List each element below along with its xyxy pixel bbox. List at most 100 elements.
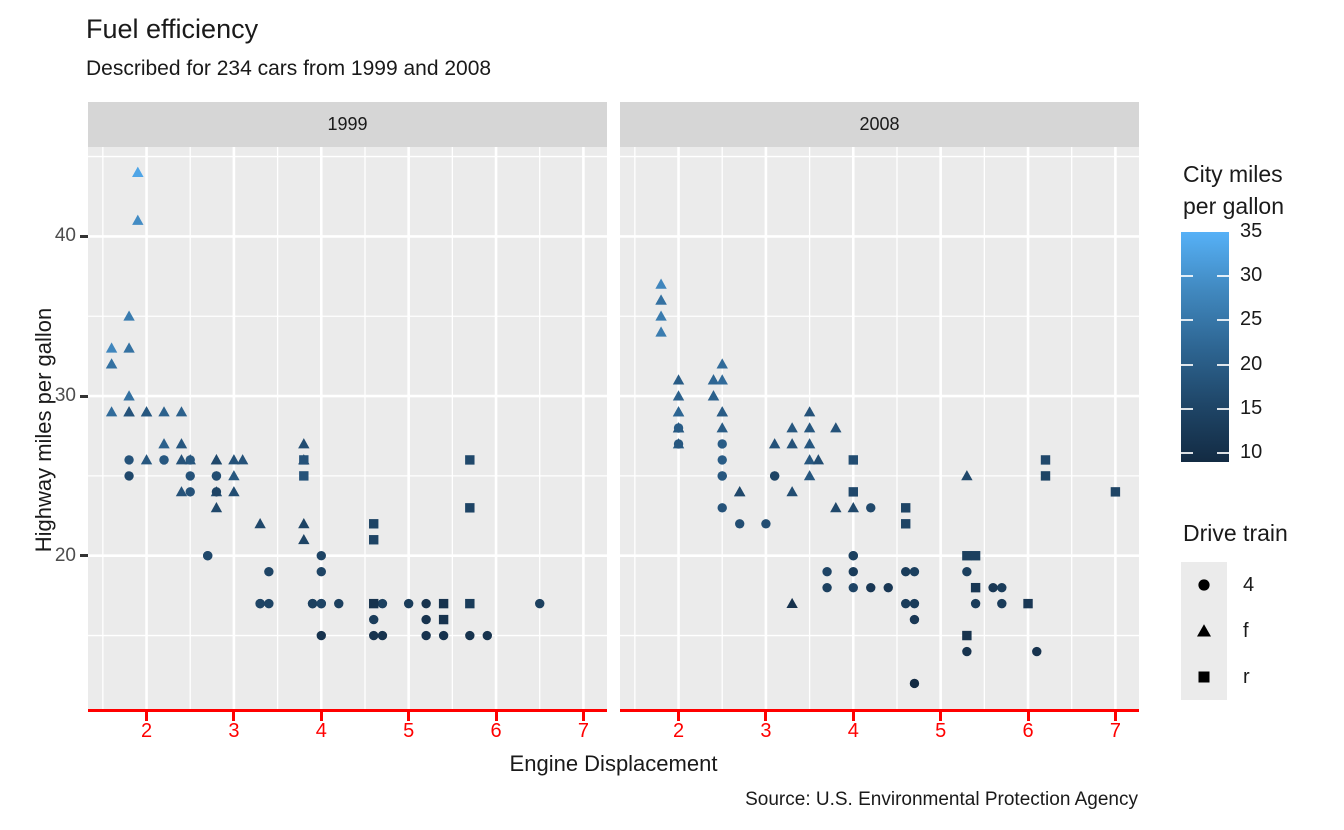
data-point-square (970, 551, 981, 561)
data-point-triangle (123, 310, 135, 321)
data-point-triangle (734, 486, 746, 497)
panel-background (88, 147, 607, 709)
data-point-triangle (672, 374, 685, 385)
data-point-circle (866, 582, 876, 593)
colorbar-tick-label: 15 (1240, 396, 1263, 419)
data-point-circle (997, 582, 1007, 593)
data-point-triangle (210, 502, 223, 513)
data-point-square (848, 487, 858, 497)
colorbar-tick-mark (1181, 319, 1193, 322)
data-point-circle (124, 455, 134, 465)
data-point-triangle (123, 342, 135, 353)
data-point-triangle (716, 422, 728, 433)
y-tick-label: 20 (54, 544, 76, 566)
data-point-circle (377, 598, 388, 609)
x-axis-line-left (88, 709, 607, 712)
data-point-triangle (175, 406, 188, 417)
data-point-triangle (786, 438, 798, 449)
x-axis-line-right (620, 709, 1139, 712)
data-point-circle (264, 566, 274, 577)
data-point-circle (316, 551, 326, 561)
data-point-circle (535, 598, 545, 609)
data-point-triangle (786, 422, 798, 433)
data-point-triangle (716, 374, 728, 385)
data-point-triangle (672, 406, 685, 417)
facet-strip-label: 1999 (327, 114, 368, 134)
data-point-circle (717, 471, 727, 481)
x-tick-label: 5 (403, 720, 415, 742)
x-tick-label: 5 (935, 720, 947, 742)
data-point-circle (883, 582, 893, 593)
data-point-circle (377, 630, 388, 641)
x-tick-mark (145, 712, 149, 721)
colorbar-tick-mark (1217, 452, 1229, 455)
data-point-triangle (254, 517, 266, 529)
data-point-triangle (716, 406, 728, 417)
data-point-circle (848, 551, 858, 561)
data-point-triangle (228, 470, 240, 481)
shape-legend-title: Drive train (1183, 520, 1288, 546)
data-point-circle (369, 614, 379, 625)
data-point-triangle (803, 438, 816, 449)
data-point-circle (264, 598, 274, 609)
x-tick-mark (851, 712, 855, 721)
chart-subtitle: Described for 234 cars from 1999 and 200… (86, 57, 492, 80)
data-point-circle (316, 566, 326, 577)
data-point-triangle (158, 406, 170, 417)
data-point-square (970, 582, 981, 593)
data-point-circle (962, 646, 972, 657)
data-point-square (962, 551, 972, 561)
data-point-circle (159, 455, 169, 465)
colorbar-tick-label: 10 (1240, 441, 1263, 464)
data-point-square (465, 598, 475, 609)
y-tick-mark (80, 394, 88, 398)
x-tick-mark (407, 712, 411, 721)
scatter-panel-2008 (620, 147, 1139, 709)
data-point-square (369, 535, 379, 545)
data-point-square (1040, 471, 1051, 481)
data-point-circle (316, 630, 326, 641)
data-point-circle (909, 566, 920, 577)
x-tick-mark (677, 712, 681, 721)
data-point-circle (1032, 646, 1042, 657)
data-point-circle (909, 598, 920, 609)
legend-key-4 (1181, 562, 1227, 608)
data-point-triangle (655, 310, 667, 321)
data-point-square (901, 503, 911, 513)
data-point-triangle (210, 454, 223, 465)
colorbar-tick-mark (1181, 407, 1193, 410)
data-point-square (438, 598, 449, 609)
colorbar-tick-mark (1181, 363, 1193, 366)
scatter-panel-1999 (88, 147, 607, 709)
data-point-triangle (830, 502, 842, 513)
legend-key-label-r: r (1243, 666, 1250, 688)
data-point-circle (769, 471, 780, 481)
data-point-triangle (158, 438, 170, 449)
data-point-triangle (140, 454, 153, 465)
data-point-triangle (707, 390, 720, 401)
data-point-triangle (716, 358, 728, 369)
data-point-triangle (236, 454, 249, 465)
legend-key-r (1181, 654, 1227, 700)
data-point-triangle (140, 406, 153, 417)
data-point-circle (673, 439, 684, 449)
colorbar-tick-mark (1217, 319, 1229, 322)
data-point-square (369, 519, 379, 529)
data-point-triangle (175, 438, 188, 449)
data-point-triangle (132, 166, 144, 177)
x-tick-mark (764, 712, 768, 721)
x-tick-mark (581, 712, 585, 721)
data-point-triangle (812, 454, 825, 465)
data-point-circle (185, 487, 195, 497)
colorbar-tick-mark (1217, 363, 1229, 366)
data-point-circle (438, 630, 449, 641)
data-point-circle (901, 566, 911, 577)
x-tick-label: 2 (140, 720, 153, 742)
data-point-square (465, 455, 475, 465)
data-point-triangle (672, 390, 685, 401)
data-point-triangle (175, 486, 188, 497)
data-point-circle (997, 598, 1007, 609)
colorbar-tick-mark (1181, 275, 1193, 278)
facet-strip-1999: 1999 (88, 102, 607, 147)
